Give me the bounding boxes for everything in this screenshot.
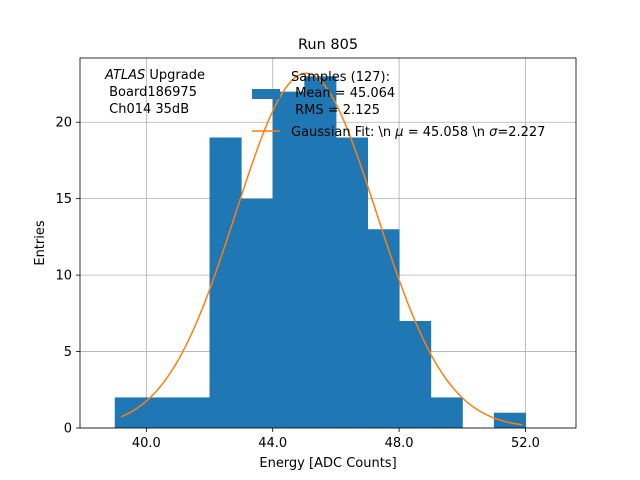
histogram-bar-3 <box>209 137 242 428</box>
legend: Samples (127): Mean = 45.064 RMS = 2.125… <box>252 70 545 140</box>
histogram-bar-10 <box>430 397 463 428</box>
legend-fit-label: Gaussian Fit: \n μ = 45.058 \n σ=2.227 <box>291 125 545 140</box>
y-tick-label-3: 15 <box>55 192 72 207</box>
y-axis-label: Entries <box>33 220 48 266</box>
x-tick-label-1: 44.0 <box>258 436 287 451</box>
atlas-annotation: ATLAS Upgrade Board186975 Ch014 35dB <box>104 68 205 117</box>
x-tick-label-3: 52.0 <box>511 436 540 451</box>
histogram-bars <box>114 76 526 429</box>
legend-histogram-swatch <box>252 89 280 99</box>
legend-histogram-line-1: Samples (127): <box>291 70 390 85</box>
histogram-bar-6 <box>304 76 337 428</box>
x-axis-ticks: 40.0 44.0 48.0 52.0 <box>132 428 540 451</box>
legend-fit-mu-symbol: μ <box>394 125 403 140</box>
histogram-bar-7 <box>335 137 368 428</box>
y-tick-label-1: 5 <box>64 345 72 360</box>
board-label: Board186975 <box>105 85 197 100</box>
atlas-label: ATLAS Upgrade <box>104 68 205 83</box>
atlas-italic: ATLAS <box>104 68 145 83</box>
y-axis-ticks: 0 5 10 15 20 <box>55 116 80 437</box>
histogram-bar-2 <box>177 397 211 428</box>
legend-histogram-line-3: RMS = 2.125 <box>291 103 380 118</box>
histogram-bar-9 <box>399 320 432 428</box>
legend-fit-mu-value: = 45.058 \n <box>404 125 490 140</box>
y-tick-label-2: 10 <box>55 269 72 284</box>
channel-label: Ch014 35dB <box>105 102 189 117</box>
chart-title: Run 805 <box>298 37 358 53</box>
legend-fit-sigma-symbol: σ <box>489 125 498 140</box>
y-tick-label-4: 20 <box>55 116 72 131</box>
legend-fit-prefix: Gaussian Fit: \n <box>291 125 395 140</box>
histogram-bar-8 <box>367 229 400 428</box>
x-tick-label-2: 48.0 <box>385 436 414 451</box>
atlas-upgrade: Upgrade <box>145 68 205 83</box>
histogram-bar-4 <box>241 198 274 428</box>
x-axis-label: Energy [ADC Counts] <box>259 456 396 471</box>
gaussian-fit-curve <box>120 72 523 426</box>
histogram-bar-5 <box>272 91 305 429</box>
legend-fit-sigma-value: =2.227 <box>497 125 545 140</box>
axes-frame <box>79 57 577 429</box>
fit-line <box>120 72 523 426</box>
y-tick-label-0: 0 <box>64 422 72 437</box>
histogram-bar-1 <box>146 397 179 428</box>
legend-histogram-line-2: Mean = 45.064 <box>291 86 395 101</box>
x-tick-label-0: 40.0 <box>132 436 161 451</box>
